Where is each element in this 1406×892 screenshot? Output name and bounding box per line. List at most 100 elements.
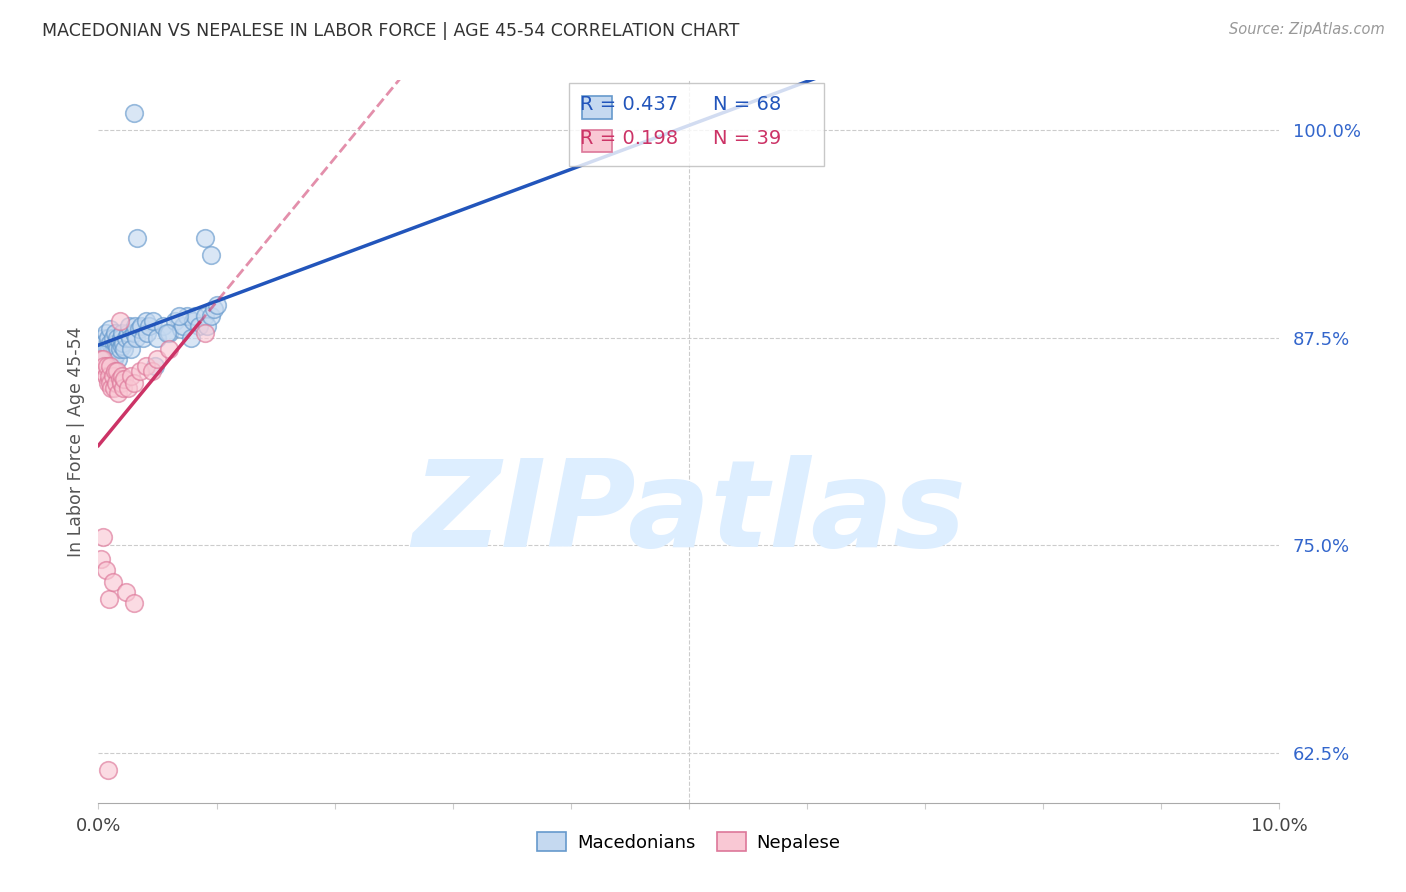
Text: Source: ZipAtlas.com: Source: ZipAtlas.com (1229, 22, 1385, 37)
Point (125, 331, 148, 345)
Point (105, 331, 128, 345)
Point (172, 319, 194, 334)
Point (100, 380, 122, 394)
Point (103, 339, 125, 353)
Point (96, 359, 118, 373)
Point (146, 331, 169, 345)
Point (96, 339, 118, 353)
Point (157, 343, 180, 357)
Point (104, 326, 127, 340)
Point (91, 530, 114, 544)
Point (195, 319, 218, 334)
Point (103, 352, 125, 367)
Point (156, 326, 179, 340)
Point (90, 551, 112, 566)
Point (104, 364, 127, 378)
Point (142, 314, 165, 328)
Point (111, 368, 134, 383)
Point (165, 314, 187, 328)
Text: MACEDONIAN VS NEPALESE IN LABOR FORCE | AGE 45-54 CORRELATION CHART: MACEDONIAN VS NEPALESE IN LABOR FORCE | … (42, 22, 740, 40)
Point (157, 326, 180, 340)
Point (167, 309, 190, 323)
Point (97, 331, 120, 345)
Point (170, 322, 193, 336)
Point (91, 331, 114, 345)
Point (202, 302, 225, 317)
Point (105, 376, 128, 390)
Point (104, 343, 127, 357)
Point (94, 368, 117, 383)
Point (94, 347, 117, 361)
Point (98, 335, 121, 350)
Point (101, 331, 124, 345)
Point (94, 563, 117, 577)
Point (121, 368, 143, 383)
Point (135, 359, 157, 373)
Point (98, 368, 121, 383)
Point (127, 231, 149, 245)
Text: R = 0.198: R = 0.198 (581, 129, 679, 148)
Point (117, 326, 139, 340)
Point (105, 343, 128, 357)
Point (98, 322, 121, 336)
Point (132, 331, 155, 345)
Point (124, 319, 146, 334)
Point (90, 352, 112, 367)
Point (105, 347, 128, 361)
Point (93, 335, 115, 350)
Point (112, 343, 135, 357)
Point (120, 331, 142, 345)
Point (112, 380, 135, 394)
Point (89, 352, 111, 367)
Point (200, 309, 222, 323)
Point (107, 352, 129, 367)
Point (128, 322, 150, 336)
Point (181, 314, 204, 328)
Point (97, 763, 120, 777)
Point (129, 319, 152, 334)
Point (118, 319, 141, 334)
Point (108, 343, 131, 357)
Point (107, 385, 129, 400)
Point (122, 597, 145, 611)
Point (117, 380, 139, 394)
Point (91, 364, 114, 378)
Point (98, 376, 121, 390)
Point (98, 591, 121, 606)
Point (101, 574, 124, 589)
Point (103, 380, 125, 394)
Legend: Macedonians, Nepalese: Macedonians, Nepalese (530, 824, 848, 859)
Point (110, 331, 132, 345)
Text: ZIPatlas: ZIPatlas (412, 455, 966, 573)
Point (205, 297, 228, 311)
Point (105, 335, 128, 350)
Point (108, 314, 131, 328)
Point (111, 326, 134, 340)
Point (98, 359, 121, 373)
Point (135, 314, 157, 328)
Point (114, 585, 136, 599)
Point (176, 309, 198, 323)
Point (93, 359, 115, 373)
Point (194, 309, 217, 323)
Point (108, 335, 131, 350)
Point (100, 347, 122, 361)
Point (98, 343, 121, 357)
Point (194, 326, 217, 340)
Point (91, 352, 114, 367)
Point (122, 106, 145, 120)
Point (187, 319, 209, 334)
Point (135, 326, 157, 340)
Point (143, 359, 166, 373)
Text: N = 39: N = 39 (713, 129, 780, 148)
Point (122, 326, 145, 340)
Point (122, 376, 145, 390)
Text: R = 0.437: R = 0.437 (581, 95, 679, 114)
Text: N = 68: N = 68 (713, 95, 780, 114)
Point (152, 319, 174, 334)
Point (112, 335, 135, 350)
Point (108, 372, 131, 386)
Point (94, 326, 117, 340)
Point (105, 364, 128, 378)
Point (97, 376, 120, 390)
